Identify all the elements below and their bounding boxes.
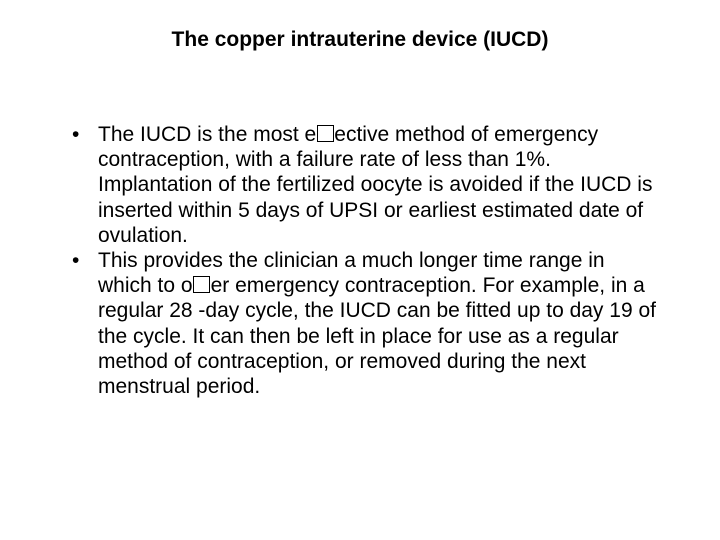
bullet-list: The IUCD is the most eective method of e… xyxy=(50,122,670,399)
slide: The copper intrauterine device (IUCD) Th… xyxy=(0,0,720,540)
list-item: This provides the clinician a much longe… xyxy=(70,248,660,399)
missing-glyph-icon xyxy=(317,125,334,142)
bullet-text-part: The IUCD is the most e xyxy=(98,123,316,146)
list-item: The IUCD is the most eective method of e… xyxy=(70,122,660,248)
missing-glyph-icon xyxy=(193,276,210,293)
slide-title: The copper intrauterine device (IUCD) xyxy=(50,28,670,52)
